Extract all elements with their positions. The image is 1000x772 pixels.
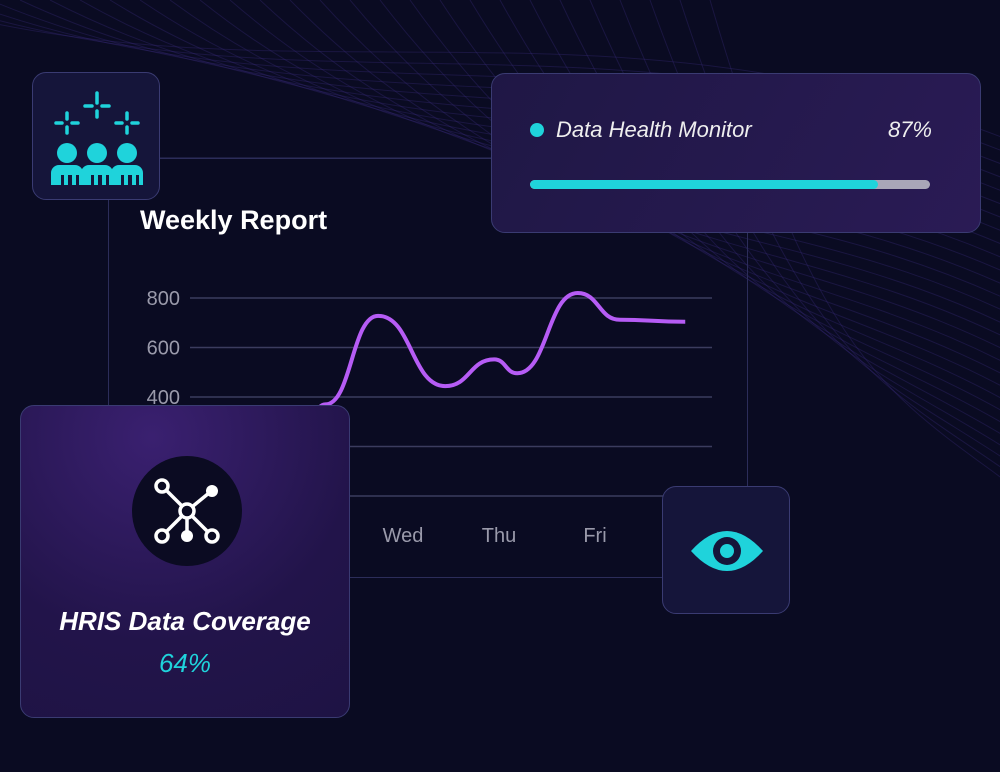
x-tick-label: Wed: [383, 525, 424, 547]
x-tick-label: Thu: [482, 525, 516, 547]
health-progress-fill: [530, 180, 878, 189]
network-hub-icon: [154, 478, 220, 544]
data-health-card: Data Health Monitor 87%: [491, 73, 981, 233]
wave-line: [349, 0, 1000, 336]
team-sparkle-icon: [51, 91, 143, 185]
y-tick-label: 600: [147, 338, 180, 360]
series-line: [306, 291, 686, 424]
x-tick-label: Fri: [583, 525, 606, 547]
hris-title: HRIS Data Coverage: [59, 606, 311, 636]
eye-icon: [691, 531, 763, 571]
y-tick-label: 400: [147, 387, 180, 409]
team-icon-card[interactable]: [32, 72, 160, 200]
eye-card[interactable]: [662, 486, 790, 614]
status-dot: [530, 123, 544, 137]
hris-coverage-card[interactable]: HRIS Data Coverage 64%: [20, 405, 350, 718]
y-tick-label: 800: [147, 288, 180, 310]
health-label: Data Health Monitor: [556, 117, 752, 142]
report-title: Weekly Report: [140, 205, 328, 235]
wave-line: [379, 0, 1000, 349]
health-progress-bar: [530, 180, 930, 189]
icon-circle: [132, 456, 242, 566]
hris-value: 64%: [158, 648, 212, 678]
health-value: 87%: [887, 117, 932, 142]
